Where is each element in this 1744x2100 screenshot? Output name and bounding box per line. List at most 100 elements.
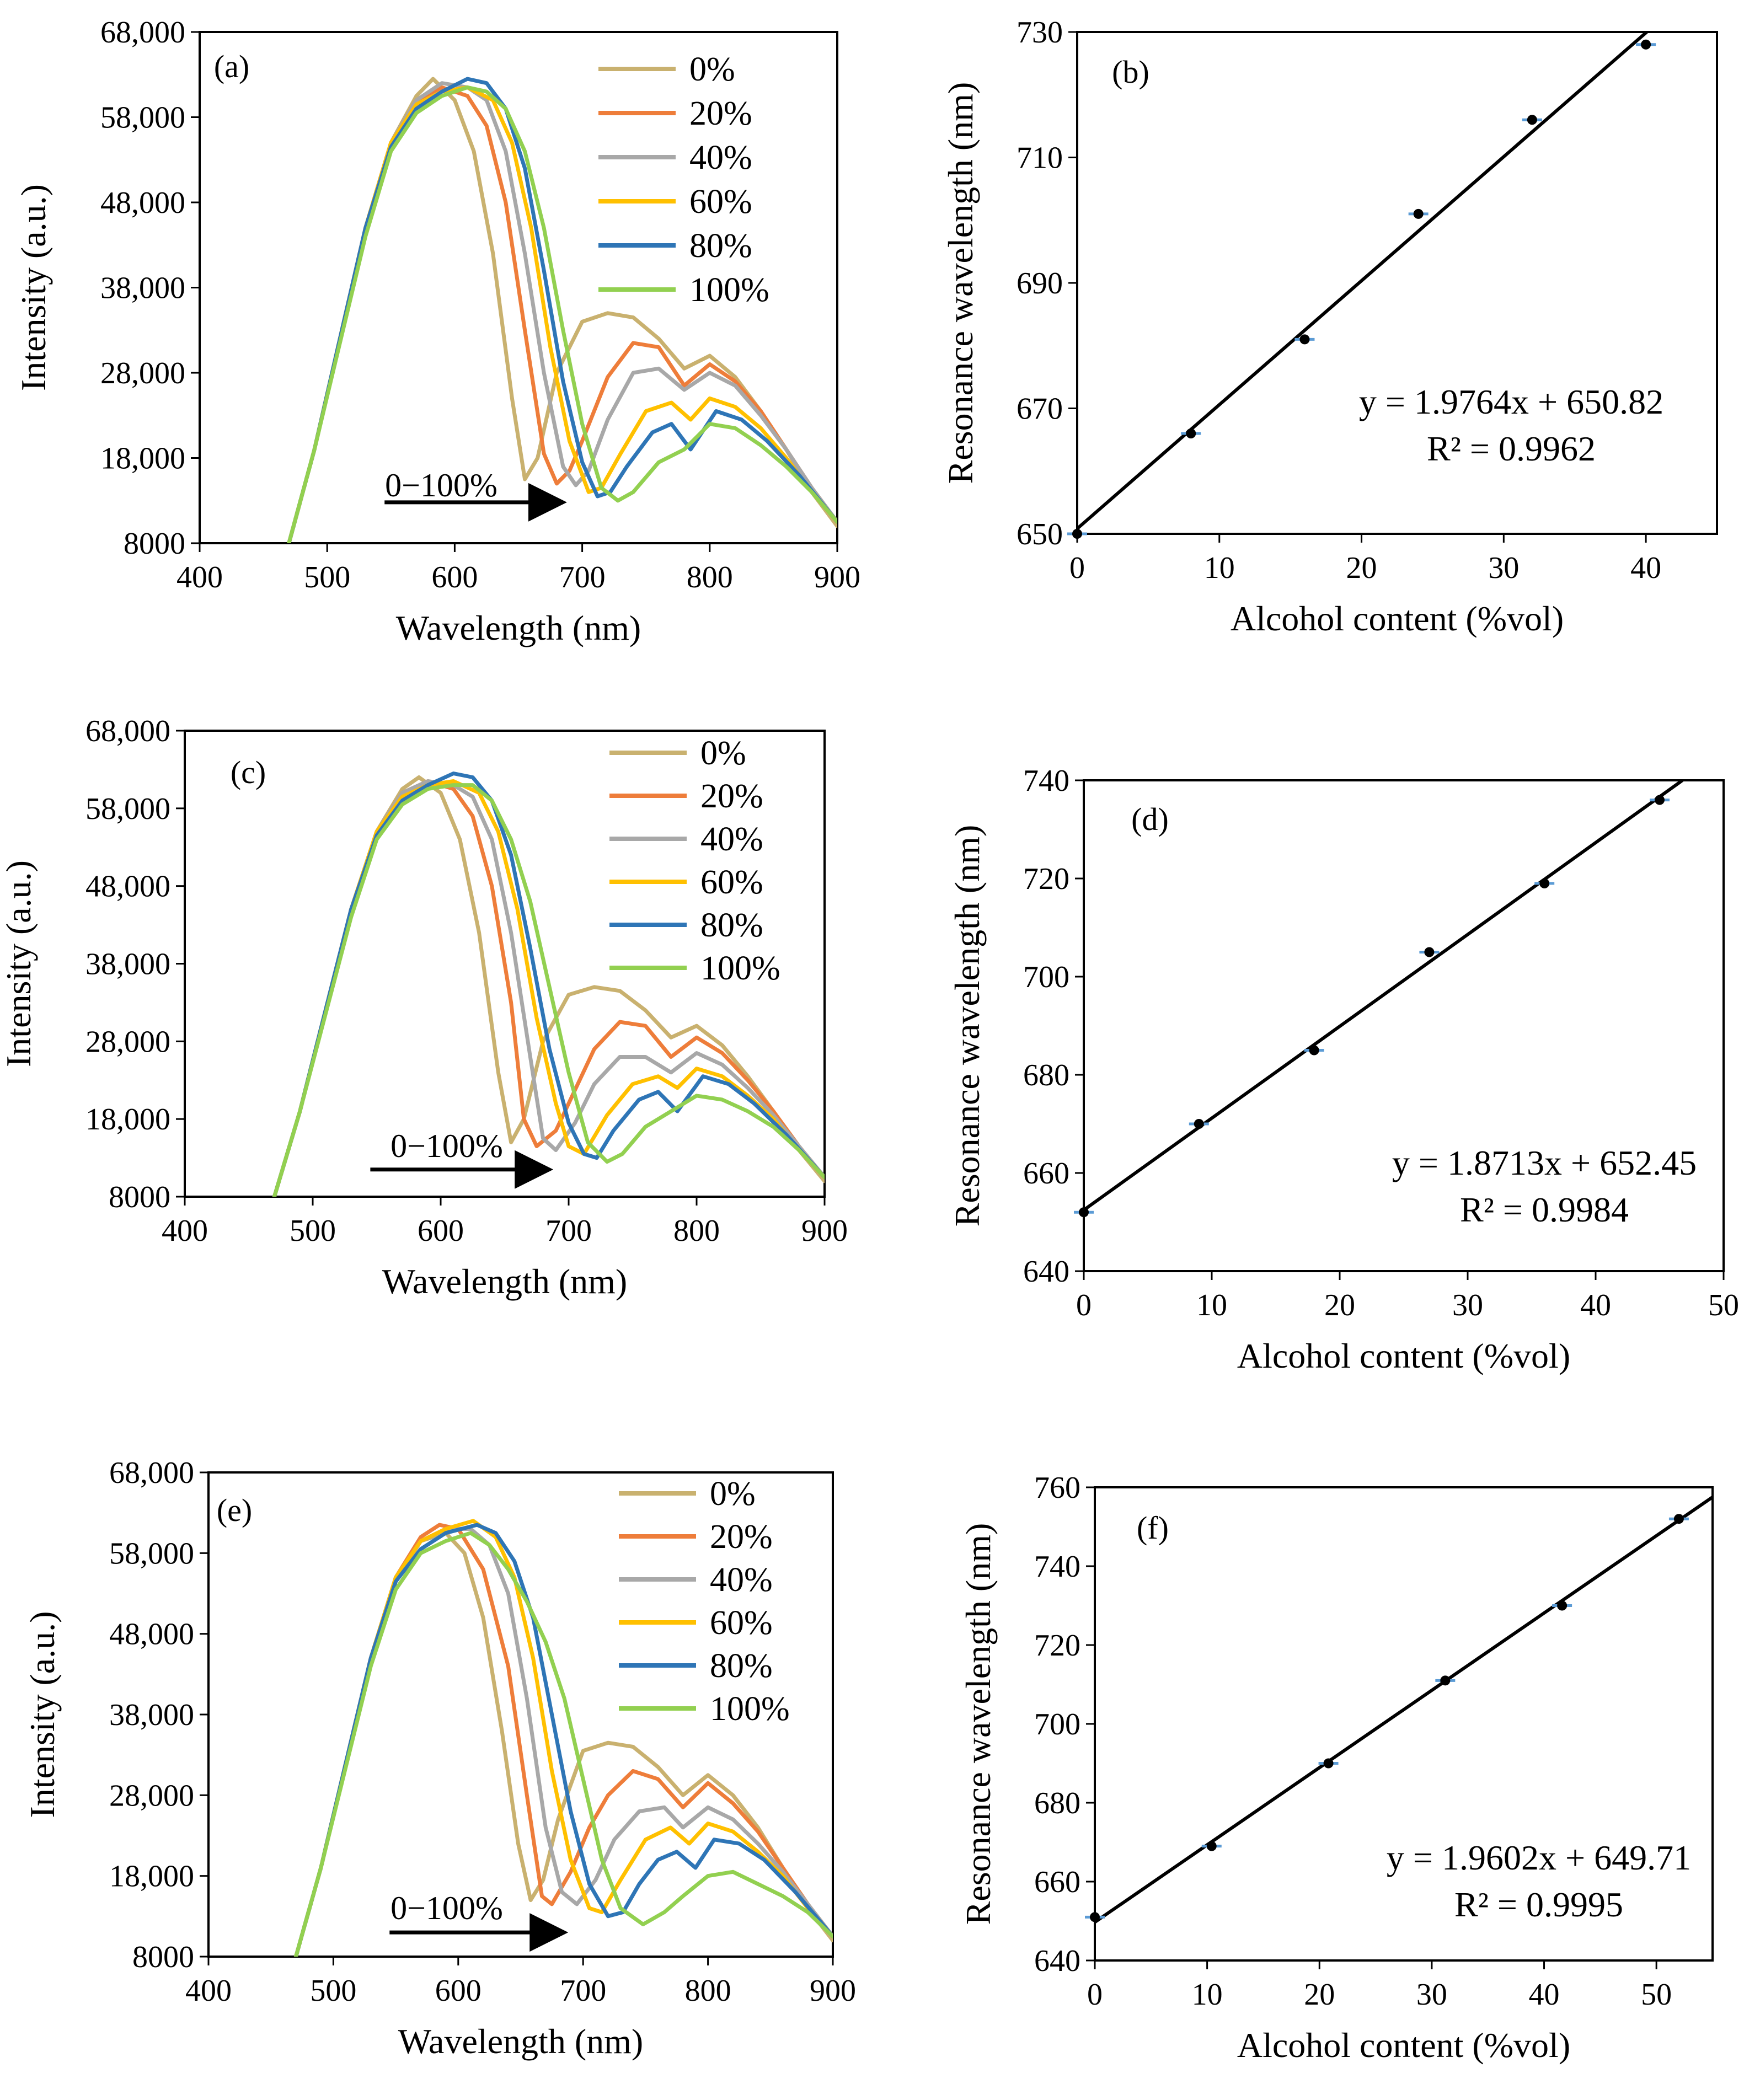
y-tick-label: 48,000 bbox=[100, 186, 185, 220]
legend-label: 80% bbox=[700, 907, 763, 944]
y-tick-label: 720 bbox=[1034, 1628, 1080, 1663]
x-tick-label: 30 bbox=[1452, 1288, 1483, 1322]
x-tick-label: 400 bbox=[185, 1974, 232, 2008]
y-tick-label: 740 bbox=[1034, 1550, 1080, 1584]
x-tick-label: 800 bbox=[685, 1974, 731, 2008]
legend-label: 20% bbox=[689, 95, 752, 132]
x-tick-label: 500 bbox=[290, 1214, 336, 1248]
legend-label: 0% bbox=[700, 735, 746, 772]
fit-line bbox=[1095, 1496, 1713, 1924]
series-line-100pct bbox=[272, 783, 825, 1197]
x-tick-label: 10 bbox=[1192, 1978, 1223, 2012]
panel-f: 0 10 20 30 40 50 640 660 680 700 720 740 760 Alcohol … bbox=[959, 1471, 1714, 2065]
y-axis-title: Resonance wavelength (nm) bbox=[959, 1523, 998, 1925]
data-point bbox=[1186, 428, 1196, 438]
panel-b: 0 10 20 30 40 650 670 690 710 730 Alcohol content … bbox=[941, 15, 1718, 638]
y-tick-label: 28,000 bbox=[109, 1778, 194, 1813]
y-tick-label: 700 bbox=[1034, 1707, 1080, 1742]
y-tick-label: 18,000 bbox=[85, 1102, 170, 1137]
series-group bbox=[293, 1519, 833, 1957]
legend-label: 20% bbox=[700, 778, 763, 815]
x-tick-label: 800 bbox=[687, 560, 733, 594]
fit-line bbox=[1084, 780, 1684, 1212]
data-point bbox=[1194, 1119, 1204, 1129]
legend-label: 40% bbox=[700, 821, 763, 858]
data-point bbox=[1309, 1045, 1319, 1056]
x-tick-label: 600 bbox=[435, 1974, 482, 2008]
panel-label: (e) bbox=[217, 1492, 252, 1528]
x-tick-label: 800 bbox=[673, 1214, 720, 1248]
x-axis-title: Alcohol content (%vol) bbox=[1237, 2026, 1570, 2065]
y-tick-label: 8000 bbox=[109, 1180, 170, 1214]
y-tick-label: 38,000 bbox=[85, 947, 170, 982]
data-point bbox=[1079, 1207, 1089, 1218]
y-tick-label: 68,000 bbox=[109, 1456, 194, 1490]
panel-d: 0 10 20 30 40 50 640 660 680 700 720 740 Alcohol con… bbox=[948, 764, 1739, 1375]
fit-equation: y = 1.9602x + 649.71 bbox=[1387, 1838, 1691, 1877]
y-tick-label: 28,000 bbox=[100, 356, 185, 390]
x-tick-label: 0 bbox=[1069, 551, 1085, 585]
x-axis-title: Alcohol content (%vol) bbox=[1231, 599, 1564, 638]
panel-label: (b) bbox=[1112, 54, 1149, 90]
shift-label: 0−100% bbox=[385, 467, 497, 503]
x-tick-label: 10 bbox=[1204, 551, 1235, 585]
y-tick-label: 8000 bbox=[132, 1940, 194, 1974]
x-tick-label: 0 bbox=[1087, 1978, 1103, 2012]
data-point bbox=[1641, 39, 1651, 50]
series-line-80pct bbox=[293, 1523, 833, 1957]
y-tick-label: 680 bbox=[1023, 1058, 1069, 1092]
x-tick-label: 30 bbox=[1416, 1978, 1447, 2012]
data-point bbox=[1527, 115, 1537, 125]
series-line-80pct bbox=[272, 772, 825, 1197]
shift-label: 0−100% bbox=[390, 1890, 503, 1926]
series-group bbox=[287, 77, 837, 543]
fit-line bbox=[1077, 32, 1648, 530]
y-tick-label: 640 bbox=[1034, 1944, 1080, 1978]
y-tick-label: 18,000 bbox=[100, 442, 185, 476]
y-tick-label: 700 bbox=[1023, 960, 1069, 994]
legend-label: 60% bbox=[710, 1604, 773, 1642]
y-tick-label: 710 bbox=[1017, 141, 1063, 175]
x-tick-label: 400 bbox=[176, 560, 223, 594]
y-axis-title: Intensity (a.u.) bbox=[0, 860, 38, 1067]
y-tick-label: 730 bbox=[1017, 15, 1063, 50]
data-point bbox=[1424, 947, 1435, 957]
y-tick-label: 38,000 bbox=[100, 271, 185, 306]
series-line-100pct bbox=[293, 1531, 833, 1957]
shift-label: 0−100% bbox=[390, 1128, 503, 1164]
legend-label: 40% bbox=[689, 139, 752, 176]
x-tick-label: 50 bbox=[1708, 1288, 1739, 1322]
x-tick-label: 700 bbox=[560, 1974, 606, 2008]
y-tick-label: 640 bbox=[1023, 1255, 1069, 1289]
panel-e: 400 500 600 700 800 900 8000 18,000 28,000 38,000… bbox=[23, 1456, 856, 2061]
data-point bbox=[1655, 795, 1665, 805]
y-tick-label: 18,000 bbox=[109, 1860, 194, 1894]
panel-label: (f) bbox=[1137, 1510, 1169, 1546]
y-tick-label: 48,000 bbox=[85, 870, 170, 904]
y-tick-label: 660 bbox=[1023, 1156, 1069, 1191]
fit-r2: R² = 0.9962 bbox=[1427, 429, 1596, 468]
legend-label: 100% bbox=[710, 1690, 790, 1728]
data-point bbox=[1323, 1758, 1334, 1769]
y-tick-label: 58,000 bbox=[109, 1536, 194, 1571]
y-tick-label: 650 bbox=[1017, 517, 1063, 551]
legend-label: 80% bbox=[710, 1647, 773, 1685]
y-tick-label: 740 bbox=[1023, 764, 1069, 798]
data-point bbox=[1072, 529, 1082, 539]
plot-frame bbox=[1083, 779, 1725, 1272]
x-tick-label: 20 bbox=[1346, 551, 1377, 585]
legend-label: 60% bbox=[689, 183, 752, 221]
x-tick-label: 50 bbox=[1641, 1978, 1672, 2012]
data-point bbox=[1090, 1912, 1100, 1922]
x-tick-label: 700 bbox=[545, 1214, 592, 1248]
panel-a: 400 500 600 700 800 900 8000 18,000 28,000 38,000… bbox=[14, 15, 860, 647]
y-tick-label: 670 bbox=[1017, 392, 1063, 426]
data-point bbox=[1557, 1600, 1568, 1611]
y-tick-label: 680 bbox=[1034, 1786, 1080, 1820]
x-tick-label: 20 bbox=[1324, 1288, 1355, 1322]
legend-label: 40% bbox=[710, 1561, 773, 1599]
x-tick-label: 30 bbox=[1488, 551, 1519, 585]
legend-label: 20% bbox=[710, 1518, 773, 1556]
fit-equation: y = 1.8713x + 652.45 bbox=[1392, 1143, 1697, 1182]
series-line-80pct bbox=[287, 77, 837, 543]
